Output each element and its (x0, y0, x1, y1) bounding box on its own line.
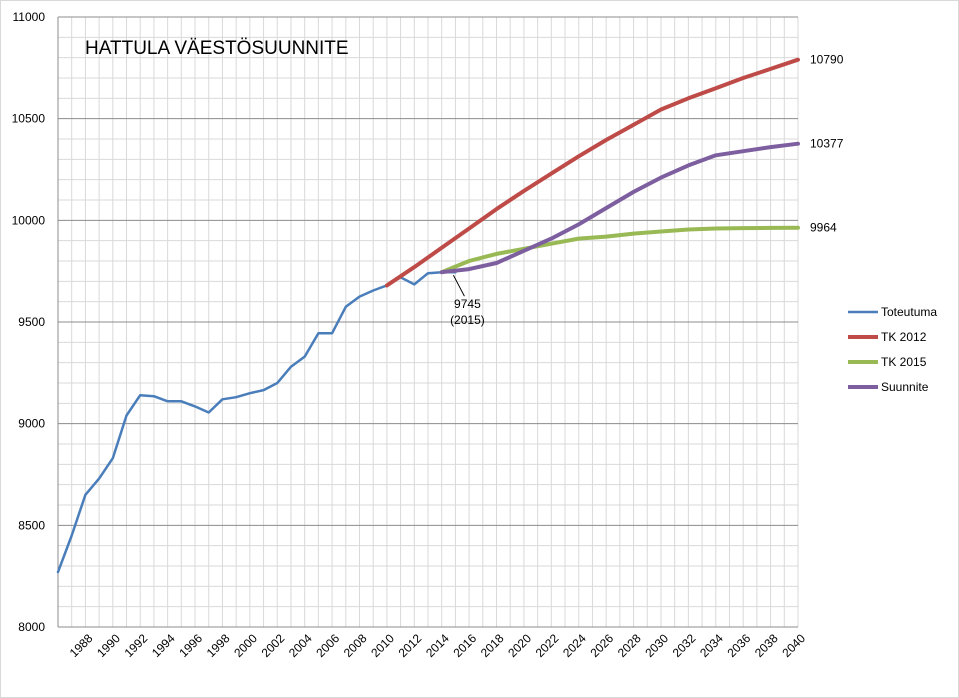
end-value-label: 10377 (810, 137, 844, 151)
y-tick-labels: 8000 8500 9000 9500 10000 10500 11000 (12, 10, 46, 634)
legend-label: TK 2012 (881, 330, 927, 344)
y-tick-label: 8500 (18, 518, 45, 532)
series-line-tk-2015 (439, 225, 800, 275)
y-tick-label: 11000 (13, 10, 46, 24)
y-tick-label: 9500 (18, 315, 45, 329)
annotation-value: 9745 (454, 297, 481, 311)
legend: Toteutuma TK 2012 TK 2015 Suunnite (848, 305, 937, 394)
chart-title: HATTULA VÄESTÖSUUNNITE (85, 38, 349, 59)
annotation-leader-line (452, 274, 465, 297)
series-line-suunnite (439, 141, 800, 275)
y-tick-label: 10000 (12, 213, 46, 227)
y-tick-label: 9000 (18, 417, 45, 431)
axes (57, 17, 798, 628)
legend-label: Toteutuma (881, 305, 937, 319)
end-value-label: 9964 (810, 221, 837, 235)
end-value-label: 10790 (810, 53, 844, 67)
legend-label: Suunnite (881, 380, 929, 394)
annotation-year: (2015) (450, 313, 485, 327)
y-tick-label: 8000 (18, 620, 45, 634)
legend-label: TK 2015 (881, 355, 927, 369)
series-line-tk-2012 (384, 57, 800, 288)
y-tick-label: 10500 (12, 112, 46, 126)
annotations: 10790 10377 9964 9745 (2015) (450, 53, 844, 327)
series-lines (56, 57, 800, 574)
grid-lines (58, 16, 799, 627)
